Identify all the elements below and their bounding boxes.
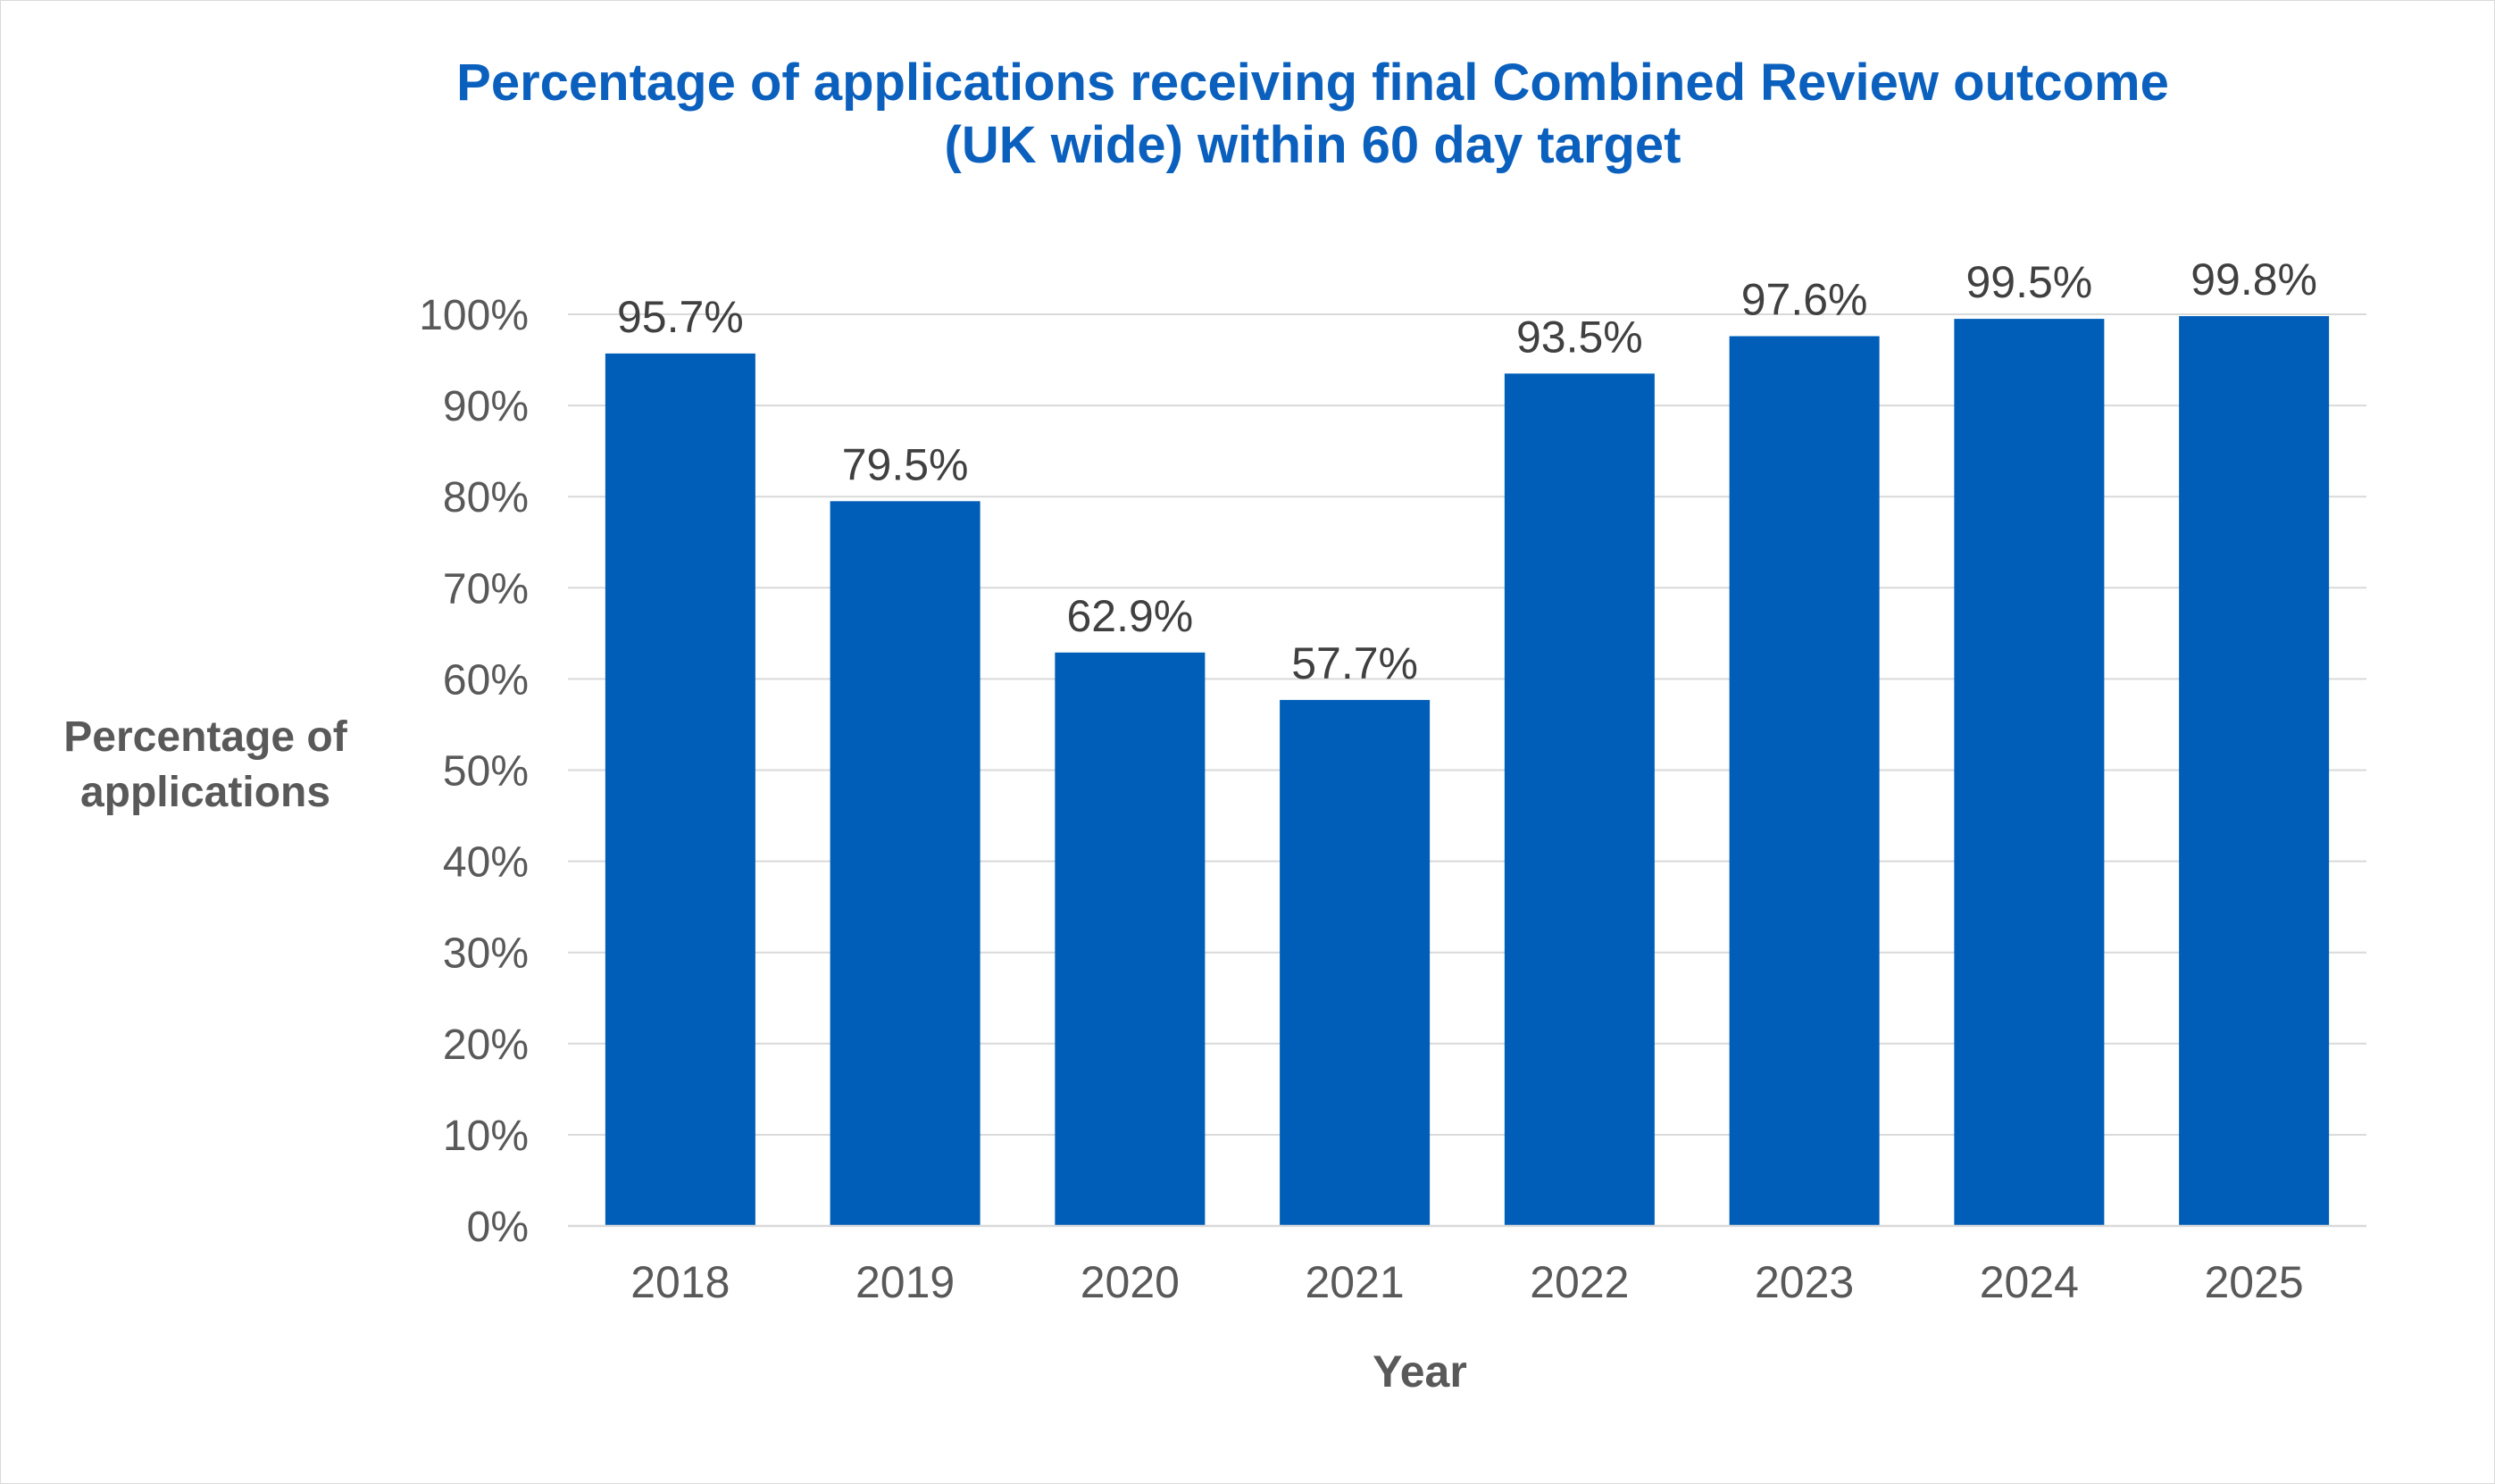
x-tick-label-2022: 2022 xyxy=(1530,1257,1629,1307)
data-label-2025: 99.8% xyxy=(2190,254,2317,304)
chart-title-line-2: (UK wide) within 60 day target xyxy=(944,116,1681,174)
chart-title-line-1: Percentage of applications receiving fin… xyxy=(456,54,2169,112)
y-tick-label: 70% xyxy=(443,565,529,613)
bar-2025 xyxy=(2179,316,2330,1226)
bar-2023 xyxy=(1729,336,1880,1226)
x-tick-label-2024: 2024 xyxy=(1980,1257,2079,1307)
bar-2024 xyxy=(1954,319,2105,1227)
x-tick-label-2020: 2020 xyxy=(1081,1257,1180,1307)
x-tick-label-2021: 2021 xyxy=(1306,1257,1405,1307)
data-label-2022: 93.5% xyxy=(1516,312,1643,362)
y-tick-label: 60% xyxy=(443,656,529,704)
data-label-2020: 62.9% xyxy=(1066,591,1193,641)
y-tick-label: 100% xyxy=(419,292,529,339)
x-axis-title: Year xyxy=(1373,1346,1467,1396)
data-label-2024: 99.5% xyxy=(1965,257,2092,307)
bar-2018 xyxy=(605,353,755,1226)
y-tick-label: 50% xyxy=(443,748,529,796)
x-tick-label-2025: 2025 xyxy=(2205,1257,2304,1307)
data-label-2023: 97.6% xyxy=(1741,275,1868,325)
bar-2021 xyxy=(1280,699,1431,1226)
y-tick-label: 90% xyxy=(443,383,529,430)
y-tick-label: 20% xyxy=(443,1021,529,1069)
y-tick-label: 10% xyxy=(443,1113,529,1160)
data-label-2019: 79.5% xyxy=(842,439,969,489)
y-axis-title: Percentage of applications xyxy=(18,710,393,821)
y-axis-title-line-1: Percentage of xyxy=(63,713,347,761)
y-tick-label: 80% xyxy=(443,474,529,521)
x-tick-label-2018: 2018 xyxy=(630,1257,730,1307)
y-tick-label: 30% xyxy=(443,930,529,978)
bar-2022 xyxy=(1504,373,1655,1226)
chart-title: Percentage of applications receiving fin… xyxy=(214,52,2411,177)
bar-2020 xyxy=(1055,652,1206,1226)
y-tick-label: 0% xyxy=(467,1204,529,1251)
y-tick-label: 40% xyxy=(443,839,529,887)
data-label-2018: 95.7% xyxy=(617,292,744,342)
x-tick-label-2019: 2019 xyxy=(855,1257,955,1307)
x-tick-label-2023: 2023 xyxy=(1755,1257,1854,1307)
y-axis-title-line-2: applications xyxy=(79,769,331,816)
data-label-2021: 57.7% xyxy=(1291,638,1418,688)
bar-2019 xyxy=(830,501,980,1226)
